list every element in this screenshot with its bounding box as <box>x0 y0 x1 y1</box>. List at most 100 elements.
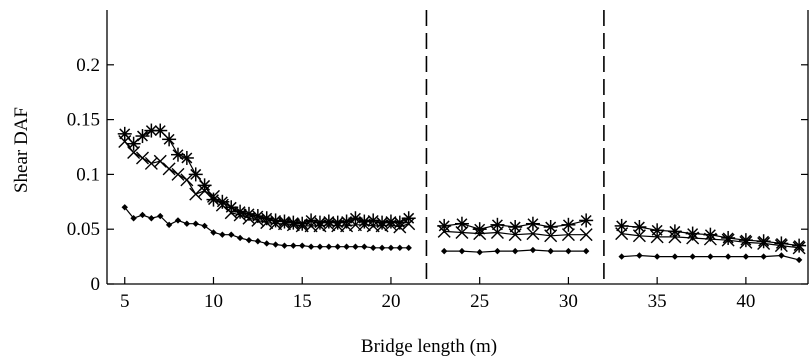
diamond-point <box>387 244 395 252</box>
asterisk-stroke <box>758 235 770 247</box>
cross-stroke <box>508 228 522 242</box>
diamond-point <box>254 238 262 245</box>
cross-point <box>437 224 451 238</box>
asterisk-stroke <box>190 168 202 180</box>
diamond-point <box>707 253 714 260</box>
cross-point <box>384 218 398 232</box>
cross-stroke <box>215 198 229 212</box>
asterisk-stroke <box>278 216 290 228</box>
asterisk-stroke <box>687 228 699 240</box>
asterisk-point <box>170 147 185 162</box>
cross-point <box>127 145 141 159</box>
cross-stroke <box>561 228 575 242</box>
diamond-point <box>378 244 386 252</box>
diamond-point <box>494 247 501 255</box>
x-tick-label: 15 <box>293 291 312 312</box>
asterisk-point <box>525 216 540 231</box>
diamond-point <box>236 234 244 242</box>
diamond-point <box>299 242 306 249</box>
cross-stroke <box>668 230 682 244</box>
asterisk-stroke <box>163 133 175 145</box>
asterisk-stroke <box>456 218 468 230</box>
asterisk-stroke <box>669 225 681 237</box>
asterisk-point <box>126 136 141 151</box>
asterisk-point <box>490 217 505 232</box>
diamond-point <box>689 253 696 260</box>
cross-stroke <box>206 189 220 203</box>
series-asterisk <box>117 123 807 253</box>
asterisk-stroke <box>775 237 787 249</box>
asterisk-stroke <box>740 234 752 246</box>
diamond-point <box>272 241 279 248</box>
cross-point <box>721 233 735 247</box>
diamond-point <box>174 217 182 224</box>
asterisk-point <box>153 123 168 138</box>
cross-stroke <box>180 173 194 187</box>
cross-stroke <box>189 187 203 201</box>
diamond-point <box>148 215 155 222</box>
cross-stroke <box>233 208 247 222</box>
cross-point <box>615 227 629 241</box>
cross-stroke <box>703 232 717 246</box>
cross-stroke <box>162 162 176 176</box>
cross-stroke <box>757 236 771 250</box>
cross-point <box>242 211 256 225</box>
x-tick-label: 20 <box>381 291 400 312</box>
cross-point <box>650 230 664 244</box>
cross-point <box>757 236 771 250</box>
cross-stroke <box>615 227 629 241</box>
asterisk-stroke <box>367 214 379 226</box>
cross-stroke <box>490 225 504 239</box>
cross-stroke <box>127 145 141 159</box>
asterisk-stroke <box>208 194 219 206</box>
diamond-point <box>201 222 208 230</box>
diamond-point <box>458 247 466 255</box>
x-tick-label: 35 <box>648 291 667 312</box>
cross-stroke <box>144 156 158 170</box>
asterisk-point <box>543 220 558 235</box>
asterisk-stroke <box>119 128 131 140</box>
cross-point <box>135 151 149 165</box>
asterisk-stroke <box>793 240 805 252</box>
asterisk-point <box>117 126 132 141</box>
diamond-point <box>405 244 412 252</box>
x-tick-label: 40 <box>736 291 755 312</box>
asterisk-point <box>179 150 194 165</box>
asterisk-point <box>650 223 665 238</box>
asterisk-stroke <box>145 125 157 137</box>
asterisk-point <box>579 213 594 228</box>
diamond-point <box>440 247 448 255</box>
cross-stroke <box>375 219 389 233</box>
diamond-point <box>210 229 217 236</box>
asterisk-point <box>792 238 807 253</box>
diamond-point <box>343 243 350 250</box>
asterisk-stroke <box>509 221 521 233</box>
diamond-point <box>547 247 554 255</box>
cross-point <box>118 135 132 149</box>
diamond-point <box>165 221 173 229</box>
cross-point <box>739 235 753 249</box>
asterisk-stroke <box>234 206 246 218</box>
cross-stroke <box>686 231 700 245</box>
diamond-point <box>724 253 732 260</box>
diamond-point <box>370 244 377 252</box>
diamond-point <box>778 252 785 259</box>
x-tick-label: 10 <box>204 291 223 312</box>
asterisk-point <box>756 234 771 249</box>
diamond-point <box>396 244 404 252</box>
diamond-point <box>157 212 164 220</box>
asterisk-point <box>233 204 248 219</box>
asterisk-stroke <box>562 219 574 231</box>
y-tick-label: 0.1 <box>76 164 100 185</box>
axes: 0 0.05 0.1 0.15 0.2 5 10 15 20 25 30 35 40 <box>67 10 809 312</box>
cross-point <box>251 213 265 227</box>
diamond-point <box>760 253 767 260</box>
plot-area <box>425 10 605 284</box>
asterisk-stroke <box>704 229 716 241</box>
cross-stroke <box>455 225 469 239</box>
x-tick-label: 25 <box>470 291 489 312</box>
cross-stroke <box>251 213 265 227</box>
x-tick-label: 30 <box>559 291 578 312</box>
asterisk-stroke <box>580 214 592 226</box>
diamond-point <box>263 240 270 247</box>
